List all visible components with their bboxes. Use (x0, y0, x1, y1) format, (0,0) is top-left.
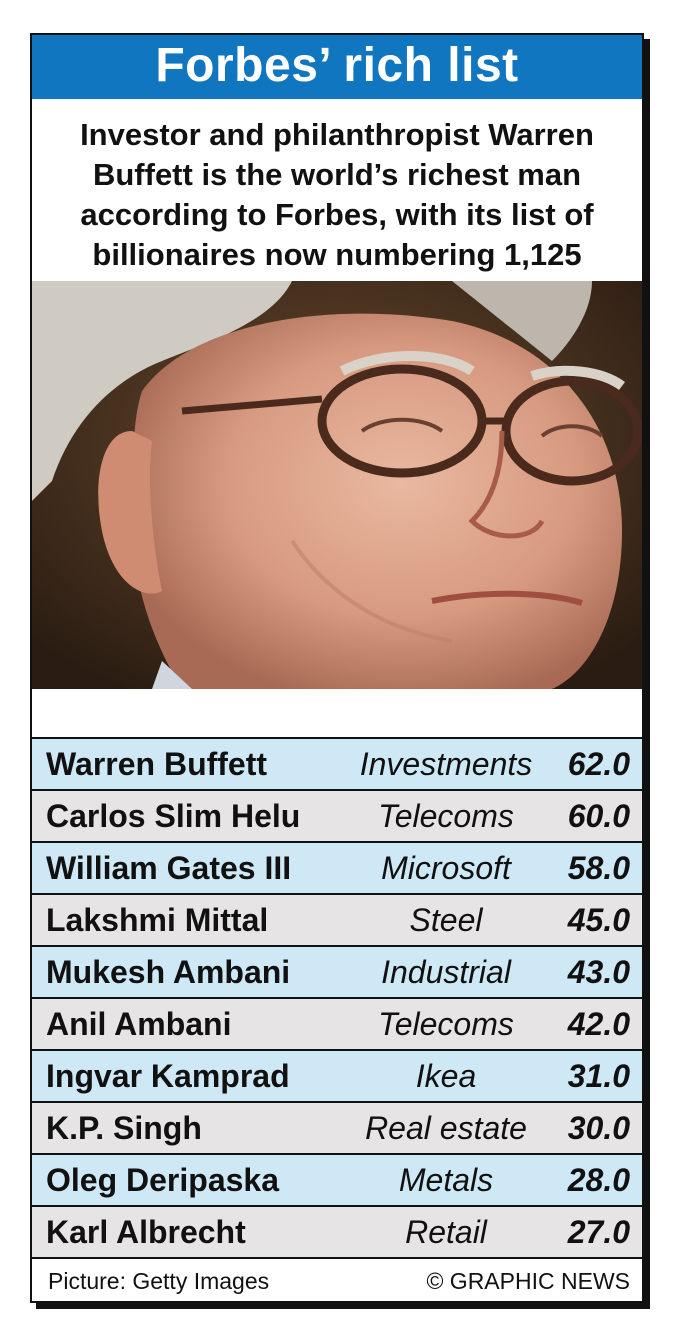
sector: Investments (359, 746, 533, 782)
person-name: Lakshmi Mittal (46, 902, 269, 938)
sector: Industrial (381, 954, 511, 990)
table-row: Oleg Deripaska Metals 28.0 (32, 1155, 642, 1207)
net-worth: 28.0 (567, 1162, 630, 1198)
person-name: Anil Ambani (46, 1006, 232, 1042)
person-name: Mukesh Ambani (46, 954, 291, 990)
person-name: Warren Buffett (46, 746, 268, 782)
sector: Metals (398, 1162, 494, 1198)
table-row: Mukesh Ambani Industrial 43.0 (32, 947, 642, 999)
net-worth: 62.0 (567, 746, 630, 782)
subtitle-line: Buffett is the world’s richest man (92, 157, 582, 192)
table-row: Anil Ambani Telecoms 42.0 (32, 999, 642, 1051)
subtitle-line: Investor and philanthropist Warren (80, 117, 594, 152)
copyright-notice: © GRAPHIC NEWS (426, 1268, 630, 1294)
net-worth: 27.0 (567, 1214, 630, 1250)
sector: Telecoms (378, 1006, 514, 1042)
table-row: Ingvar Kamprad Ikea 31.0 (32, 1051, 642, 1103)
person-name: Oleg Deripaska (46, 1162, 279, 1198)
portrait-photo (32, 281, 642, 689)
footer: Picture: Getty Images © GRAPHIC NEWS (32, 1261, 642, 1301)
net-worth: 31.0 (567, 1058, 630, 1094)
table-row: William Gates III Microsoft 58.0 (32, 843, 642, 895)
person-name: William Gates III (46, 850, 292, 886)
net-worth: 42.0 (567, 1006, 630, 1042)
sector: Real estate (365, 1110, 527, 1146)
sector: Microsoft (381, 850, 511, 886)
sector: Retail (405, 1214, 487, 1250)
table-row: Karl Albrecht Retail 27.0 (32, 1207, 642, 1259)
photo-credit: Picture: Getty Images (48, 1268, 270, 1294)
subtitle-line: billionaires now numbering 1,125 (92, 237, 582, 272)
person-name: Karl Albrecht (46, 1214, 246, 1250)
table-row: Carlos Slim Helu Telecoms 60.0 (32, 791, 642, 843)
net-worth: 43.0 (567, 954, 630, 990)
person-name: Ingvar Kamprad (46, 1058, 290, 1094)
person-name: K.P. Singh (46, 1110, 202, 1146)
sector: Telecoms (378, 798, 514, 834)
subtitle-line: according to Forbes, with its list of (80, 197, 594, 232)
rich-list-table: Warren Buffett Investments 62.0 Carlos S… (32, 737, 642, 1259)
net-worth: 60.0 (567, 798, 630, 834)
net-worth: 30.0 (567, 1110, 630, 1146)
table-row: K.P. Singh Real estate 30.0 (32, 1103, 642, 1155)
table-row: Lakshmi Mittal Steel 45.0 (32, 895, 642, 947)
sector: Ikea (415, 1058, 477, 1094)
sector: Steel (409, 902, 483, 938)
table-row: Warren Buffett Investments 62.0 (32, 737, 642, 791)
net-worth: 58.0 (567, 850, 630, 886)
page-title: Forbes’ rich list (32, 35, 642, 99)
subtitle: Investor and philanthropist Warren Buffe… (36, 115, 638, 275)
infographic-card: Forbes’ rich list Investor and philanthr… (30, 33, 644, 1303)
net-worth: 45.0 (567, 902, 630, 938)
person-name: Carlos Slim Helu (46, 798, 301, 834)
